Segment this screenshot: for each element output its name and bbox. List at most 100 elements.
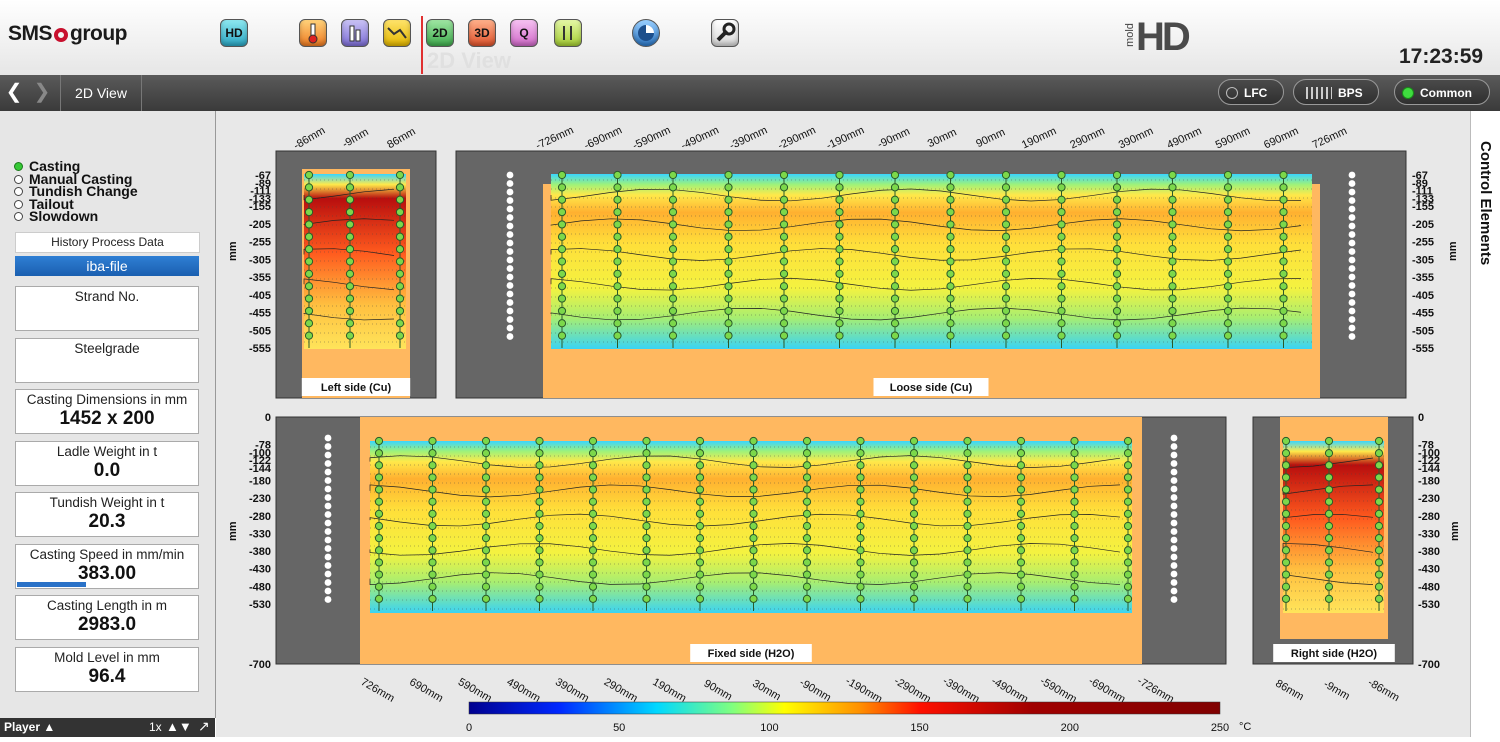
- thermocouple-dot: [835, 220, 844, 229]
- mode-slowdown[interactable]: Slowdown: [14, 208, 99, 224]
- thermocouple-dot: [557, 232, 567, 241]
- thermocouple-dot: [946, 170, 955, 180]
- thermocouple-dot: [481, 582, 491, 591]
- thermocouple-dot: [1281, 473, 1291, 482]
- thermocouple-dot: [374, 461, 384, 470]
- thermocouple-dot: [963, 485, 972, 494]
- thermocouple-dot: [835, 170, 844, 180]
- history-process-data-button[interactable]: History Process Data: [15, 232, 200, 253]
- player-button[interactable]: Player ▲: [4, 720, 56, 734]
- thermocouple-dot: [1374, 521, 1384, 531]
- speed-up-down-icon[interactable]: ▲▼: [166, 719, 192, 734]
- thermocouple-dot: [835, 282, 844, 291]
- chart-pie-icon[interactable]: [632, 19, 660, 47]
- thermocouple-dot: [1123, 582, 1133, 591]
- thermocouple-dot: [395, 207, 405, 217]
- column-position-label: 490mm: [1165, 125, 1203, 151]
- thermocouple-dot: [1281, 594, 1291, 603]
- y-tick-label: -330: [249, 528, 271, 540]
- thermocouple-dot: [642, 509, 651, 518]
- thermocouple-dot: [724, 195, 733, 204]
- thermocouple-dot: [856, 449, 865, 458]
- thermocouple-dot: [1374, 594, 1384, 603]
- expand-icon[interactable]: ↗: [198, 718, 210, 734]
- mode-tundish-change[interactable]: Tundish Change: [14, 184, 138, 198]
- thermocouple-dot: [856, 497, 865, 506]
- thermocouple-dot: [588, 546, 598, 555]
- colorbar-unit: °C: [1239, 721, 1251, 733]
- thermocouple-dot: [695, 497, 705, 506]
- thermocouple-dot: [304, 170, 314, 180]
- mode-label: Slowdown: [29, 208, 99, 224]
- 2d-icon[interactable]: 2D: [426, 19, 454, 47]
- thermocouple-dot: [963, 546, 972, 555]
- thermocouple-dot: [890, 306, 900, 316]
- thermometer-icon[interactable]: [299, 19, 327, 47]
- thermocouple-dot: [1223, 294, 1233, 303]
- mode-label: Casting: [29, 158, 81, 174]
- edge-sensor-dot: [506, 188, 514, 196]
- thermocouple-dot: [1374, 534, 1384, 543]
- sensor-icon[interactable]: [554, 19, 582, 47]
- forward-arrow-icon[interactable]: ❯: [33, 81, 51, 103]
- right-rail[interactable]: Control Elements: [1470, 111, 1500, 737]
- thermocouple-dot: [1279, 183, 1288, 192]
- trend-icon[interactable]: [383, 19, 411, 47]
- thermocouple-dot: [1123, 570, 1133, 579]
- loose-side-title-bg: [873, 378, 989, 396]
- thermocouple-dot: [374, 449, 384, 458]
- control-elements-tab[interactable]: Control Elements: [1477, 141, 1494, 266]
- thermocouple-dot: [345, 319, 355, 328]
- thermocouple-dot: [779, 294, 789, 303]
- thermocouple-dot: [856, 509, 865, 518]
- radio-icon: [14, 162, 23, 171]
- 3d-icon[interactable]: 3D: [468, 19, 496, 47]
- thermocouple-dot: [557, 257, 567, 266]
- edge-sensor-dot: [1348, 265, 1356, 272]
- thermocouple-dot: [1123, 558, 1133, 567]
- mode-tailout[interactable]: Tailout: [14, 197, 74, 211]
- steelgrade-label: Steelgrade: [74, 341, 140, 356]
- thermocouple-dot: [909, 582, 919, 591]
- thermocouple-dot: [695, 509, 705, 518]
- iba-file-button[interactable]: iba-file: [15, 256, 199, 276]
- edge-sensor-dot: [1170, 443, 1178, 450]
- thermocouple-dot: [1281, 461, 1291, 470]
- edge-sensor-dot: [324, 579, 332, 586]
- hd-icon[interactable]: HD: [220, 19, 248, 47]
- ladle-value: 0.0: [93, 460, 121, 481]
- back-arrow-icon[interactable]: ❮: [5, 81, 23, 103]
- mode-manual-casting[interactable]: Manual Casting: [14, 172, 132, 186]
- temperature-colorbar: [468, 701, 1221, 715]
- bps-toggle[interactable]: BPS: [1293, 79, 1379, 105]
- length-value: 2983.0: [77, 614, 137, 635]
- playback-speed[interactable]: 1x: [149, 720, 162, 734]
- thermocouple-dot: [304, 220, 314, 229]
- thermocouple-dot: [835, 319, 844, 328]
- common-toggle[interactable]: Common: [1394, 79, 1490, 105]
- lfc-toggle[interactable]: LFC: [1218, 79, 1284, 105]
- edge-sensor-dot: [1348, 205, 1356, 213]
- thermocouple-dot: [1281, 521, 1291, 531]
- mode-casting[interactable]: Casting: [14, 158, 81, 174]
- edge-sensor-dot: [1170, 587, 1178, 595]
- brand-small-text: mold: [1123, 23, 1136, 47]
- wrench-icon[interactable]: [711, 19, 739, 47]
- thermocouple-dot: [835, 207, 844, 217]
- bar-icon[interactable]: [341, 19, 369, 47]
- edge-sensor-dot: [506, 214, 514, 221]
- thermocouple-dot: [779, 170, 789, 180]
- thermocouple-dot: [1057, 319, 1066, 328]
- breadcrumb[interactable]: 2D View: [60, 75, 142, 111]
- quality-icon[interactable]: Q: [510, 19, 538, 47]
- thermocouple-dot: [909, 509, 919, 518]
- thermocouple-dot: [613, 306, 622, 316]
- isotherm-line: [1282, 543, 1374, 553]
- thermocouple-dot: [481, 570, 491, 579]
- thermocouple-dot: [835, 331, 844, 340]
- edge-sensor-dot: [324, 519, 332, 527]
- thermocouple-dot: [1001, 245, 1011, 254]
- thermocouple-dot: [613, 220, 622, 229]
- edge-sensor-dot: [1170, 536, 1178, 544]
- thermocouple-dot: [613, 257, 622, 266]
